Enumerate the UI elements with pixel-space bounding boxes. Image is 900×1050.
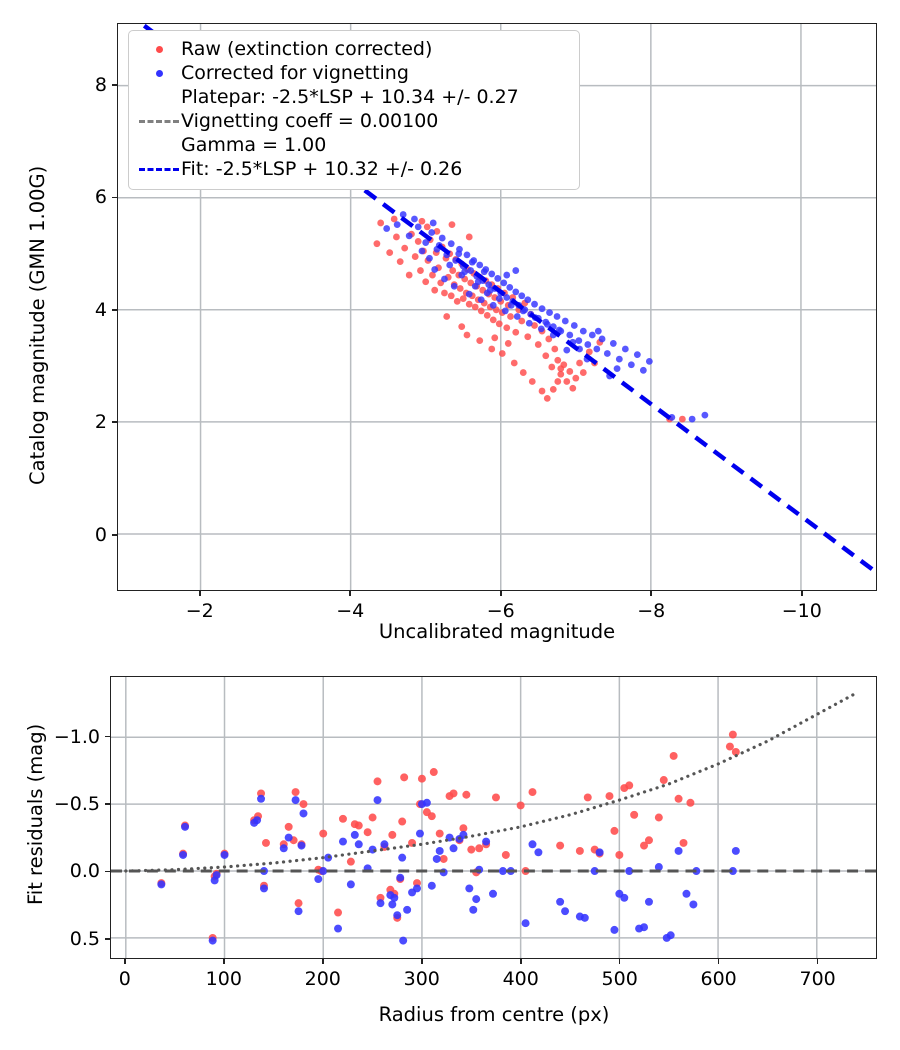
x-tick-label: −10 xyxy=(781,600,822,622)
x-tickmark xyxy=(618,959,621,964)
y-tickmark xyxy=(112,533,117,536)
y-tickmark xyxy=(112,84,117,86)
y-tick-label: 6 xyxy=(94,186,107,209)
legend-key-marker xyxy=(137,69,181,77)
y-tick-label: 0.0 xyxy=(69,860,100,883)
plot-legend: Raw (extinction corrected) Corrected for … xyxy=(128,30,580,190)
y-tickmark xyxy=(112,421,117,424)
x-tickmark xyxy=(420,959,423,964)
legend-key-line xyxy=(137,167,181,171)
y-tick-label: 8 xyxy=(94,73,107,96)
legend-key-line xyxy=(137,119,181,123)
x-tickmark xyxy=(499,591,502,596)
x-tick-label: 0 xyxy=(118,968,131,990)
legend-key-marker xyxy=(137,45,181,53)
y-tickmark xyxy=(105,735,110,738)
x-tick-label: −2 xyxy=(185,600,214,622)
bottom-yaxis-label: Fit residuals (mag) xyxy=(24,723,47,905)
y-tick-label: −0.5 xyxy=(53,793,100,816)
x-tick-label: 700 xyxy=(799,968,836,990)
x-tickmark xyxy=(321,959,324,964)
x-tickmark xyxy=(349,591,352,596)
y-tickmark xyxy=(105,803,110,805)
y-tick-label: −1.0 xyxy=(53,725,100,748)
x-tick-label: 600 xyxy=(700,968,737,990)
y-tickmark xyxy=(105,870,110,873)
x-tick-label: 400 xyxy=(502,968,539,990)
legend-entry-label: Corrected for vignetting xyxy=(181,62,409,84)
x-tick-label: −8 xyxy=(637,600,666,622)
x-tickmark xyxy=(717,959,720,964)
x-tickmark xyxy=(223,959,225,964)
y-tickmark xyxy=(112,309,117,311)
bottom-xaxis-label: Radius from centre (px) xyxy=(378,1003,610,1026)
x-tick-label: 500 xyxy=(601,968,638,990)
x-tick-label: −6 xyxy=(486,600,515,622)
y-tick-label: 0 xyxy=(94,523,107,546)
legend-dashed-line-icon xyxy=(139,119,179,123)
fit-residuals-plot-area xyxy=(111,677,876,958)
x-tickmark xyxy=(650,591,653,596)
top-yaxis-label: Catalog magnitude (GMN 1.00G) xyxy=(26,165,49,485)
photometric-fit-line xyxy=(142,23,878,574)
fit-residuals-axes xyxy=(110,676,877,959)
y-tick-label: 4 xyxy=(94,298,107,321)
legend-entry: Platepar: -2.5*LSP + 10.34 +/- 0.27 Vign… xyxy=(137,85,569,157)
x-tickmark xyxy=(519,959,522,964)
legend-entry-label: Platepar: -2.5*LSP + 10.34 +/- 0.27 Vign… xyxy=(181,86,519,156)
x-tickmark xyxy=(198,591,201,596)
legend-entry: Corrected for vignetting xyxy=(137,61,569,85)
y-tick-label: 0.5 xyxy=(69,927,100,950)
y-tick-label: 2 xyxy=(94,411,107,434)
x-tick-label: 300 xyxy=(403,968,440,990)
x-tick-label: 100 xyxy=(205,968,242,990)
x-tickmark xyxy=(816,959,819,964)
top-xaxis-label: Uncalibrated magnitude xyxy=(378,620,616,643)
x-tick-label: −4 xyxy=(336,600,365,622)
series-corrected-for-vignetting xyxy=(157,794,740,945)
series-corrected-for-vignetting xyxy=(383,211,709,423)
legend-entry-label: Fit: -2.5*LSP + 10.32 +/- 0.26 xyxy=(181,158,463,180)
y-tickmark xyxy=(105,937,110,940)
x-tickmark xyxy=(800,591,803,596)
legend-entry: Raw (extinction corrected) xyxy=(137,37,569,61)
x-tickmark xyxy=(124,959,126,964)
vignetting-model-curve xyxy=(124,691,858,873)
x-tick-label: 200 xyxy=(304,968,341,990)
legend-entry: Fit: -2.5*LSP + 10.32 +/- 0.26 xyxy=(137,157,569,181)
legend-dashed-line-icon xyxy=(139,167,179,171)
legend-marker-dot-icon xyxy=(155,69,163,77)
legend-marker-dot-icon xyxy=(155,45,163,53)
y-tickmark xyxy=(112,196,117,199)
legend-entry-label: Raw (extinction corrected) xyxy=(181,38,433,60)
